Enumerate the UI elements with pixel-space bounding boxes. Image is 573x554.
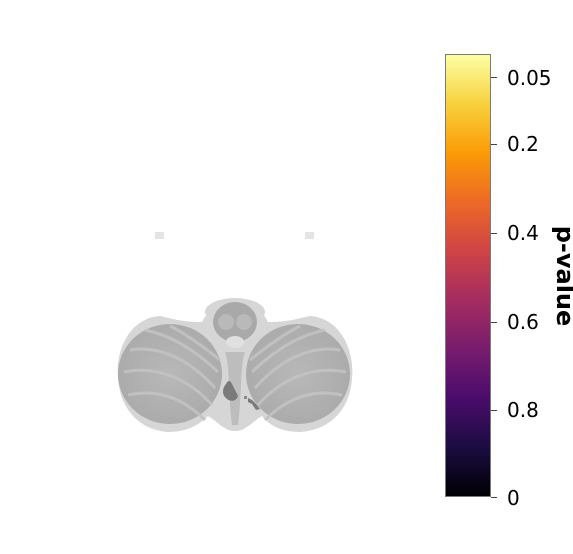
tick-label-1: 0.2 bbox=[507, 132, 539, 156]
pons bbox=[213, 302, 257, 342]
tick-mark-5 bbox=[491, 497, 497, 498]
significant-cluster-main bbox=[223, 381, 238, 401]
colorbar-label: p-value bbox=[551, 225, 573, 327]
vermis bbox=[225, 352, 245, 425]
marker-left bbox=[155, 232, 164, 239]
pons-inner-right bbox=[236, 314, 252, 330]
tick-label-4: 0.8 bbox=[507, 398, 539, 422]
tick-label-5: 0 bbox=[507, 486, 520, 510]
tick-mark-1 bbox=[491, 144, 497, 145]
tick-mark-0 bbox=[491, 77, 497, 78]
tick-label-2: 0.4 bbox=[507, 221, 539, 245]
pons-inner-left bbox=[218, 314, 234, 330]
brain-slice-image bbox=[117, 232, 353, 432]
folia-left bbox=[123, 324, 221, 422]
colorbar bbox=[445, 54, 491, 497]
tick-mark-2 bbox=[491, 233, 497, 234]
tick-label-3: 0.6 bbox=[507, 310, 539, 334]
significant-cluster-dot bbox=[244, 396, 247, 399]
marker-right bbox=[305, 232, 314, 239]
folia-right bbox=[249, 324, 347, 422]
tick-mark-4 bbox=[491, 410, 497, 411]
fourth-ventricle bbox=[226, 336, 244, 348]
tick-label-0: 0.05 bbox=[507, 66, 552, 90]
tick-mark-3 bbox=[491, 322, 497, 323]
significant-cluster-small bbox=[248, 398, 260, 410]
